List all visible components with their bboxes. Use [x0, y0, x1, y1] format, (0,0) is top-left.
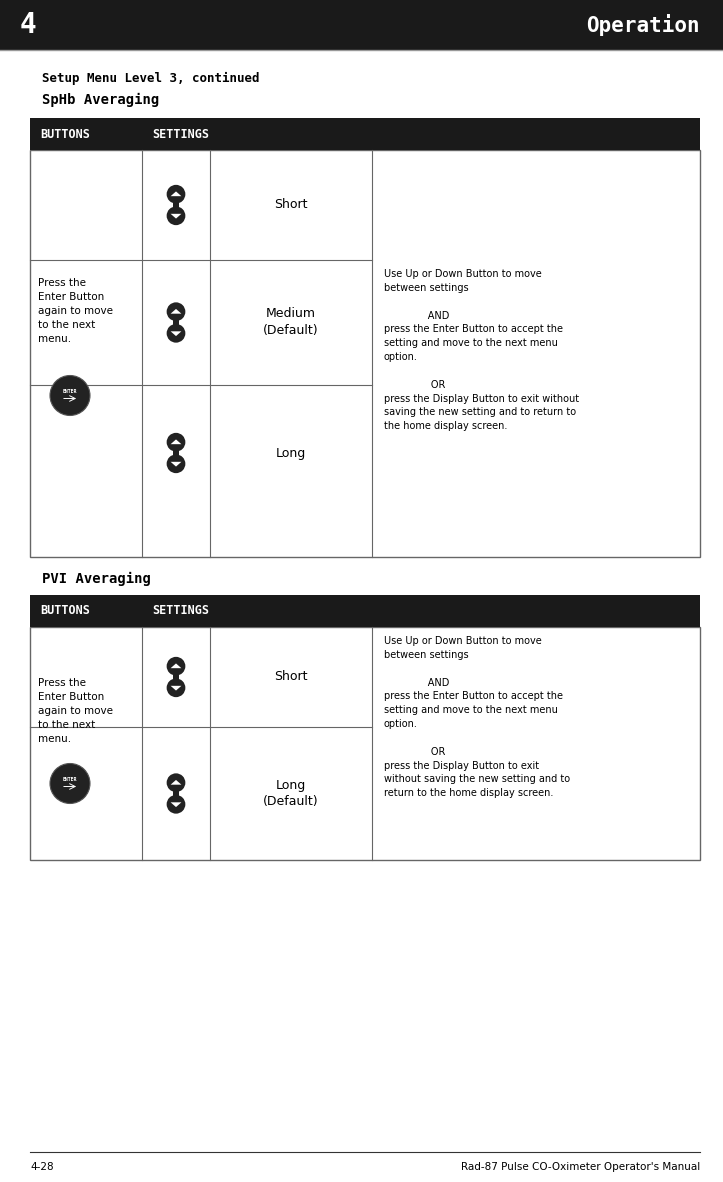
Bar — [30, 595, 700, 626]
Bar — [174, 312, 179, 333]
Polygon shape — [171, 803, 181, 807]
Text: BUTTONS: BUTTONS — [40, 128, 90, 141]
Circle shape — [166, 207, 185, 225]
Text: SETTINGS: SETTINGS — [152, 128, 209, 141]
Bar — [30, 150, 700, 557]
Polygon shape — [171, 440, 181, 444]
Text: BUTTONS: BUTTONS — [40, 604, 90, 617]
Text: Use Up or Down Button to move
between settings

              AND
press the Ente: Use Up or Down Button to move between se… — [384, 269, 579, 431]
Text: Press the
Enter Button
again to move
to the next
menu.: Press the Enter Button again to move to … — [38, 279, 113, 344]
Bar — [174, 667, 179, 688]
Text: Medium
(Default): Medium (Default) — [263, 307, 319, 338]
Polygon shape — [171, 309, 181, 313]
Text: ENTER: ENTER — [63, 778, 77, 782]
Text: Setup Menu Level 3, continued: Setup Menu Level 3, continued — [42, 71, 260, 85]
Text: Short: Short — [274, 199, 308, 212]
Circle shape — [166, 657, 185, 676]
Text: Long
(Default): Long (Default) — [263, 779, 319, 808]
Text: Rad-87 Pulse CO-Oximeter Operator's Manual: Rad-87 Pulse CO-Oximeter Operator's Manu… — [461, 1162, 700, 1173]
Circle shape — [50, 764, 90, 804]
Text: Operation: Operation — [586, 14, 700, 35]
Circle shape — [166, 324, 185, 343]
Bar — [30, 118, 700, 150]
Circle shape — [166, 433, 185, 452]
Text: PVI Averaging: PVI Averaging — [42, 572, 151, 586]
Polygon shape — [171, 663, 181, 668]
Polygon shape — [171, 780, 181, 785]
Circle shape — [50, 376, 90, 416]
Bar — [174, 194, 179, 216]
Polygon shape — [171, 331, 181, 336]
Bar — [0, 0, 723, 50]
Text: ENTER: ENTER — [63, 389, 77, 395]
Polygon shape — [171, 462, 181, 467]
Polygon shape — [171, 191, 181, 196]
Polygon shape — [171, 214, 181, 219]
Text: Press the
Enter Button
again to move
to the next
menu.: Press the Enter Button again to move to … — [38, 678, 113, 745]
Text: SpHb Averaging: SpHb Averaging — [42, 93, 159, 108]
Text: SETTINGS: SETTINGS — [152, 604, 209, 617]
Circle shape — [166, 454, 185, 473]
Circle shape — [166, 773, 185, 792]
Circle shape — [166, 678, 185, 697]
Circle shape — [166, 184, 185, 203]
Text: Short: Short — [274, 670, 308, 683]
Text: Long: Long — [276, 447, 306, 460]
Text: 4: 4 — [20, 11, 36, 39]
Polygon shape — [171, 686, 181, 690]
Circle shape — [166, 303, 185, 322]
Bar — [174, 782, 179, 804]
Text: 4-28: 4-28 — [30, 1162, 54, 1173]
Bar — [174, 442, 179, 463]
Circle shape — [166, 795, 185, 813]
Bar — [30, 626, 700, 860]
Text: Use Up or Down Button to move
between settings

              AND
press the Ente: Use Up or Down Button to move between se… — [384, 636, 570, 798]
